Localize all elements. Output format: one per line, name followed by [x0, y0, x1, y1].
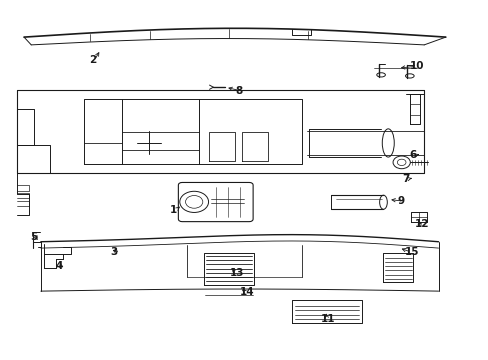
Text: 14: 14 — [239, 287, 254, 297]
Text: 2: 2 — [89, 55, 96, 65]
Text: 5: 5 — [30, 232, 38, 242]
Text: 10: 10 — [409, 62, 424, 71]
Text: 1: 1 — [170, 205, 177, 215]
Text: 12: 12 — [414, 219, 428, 229]
Text: 3: 3 — [110, 247, 117, 257]
Text: 6: 6 — [409, 150, 416, 160]
Text: 7: 7 — [402, 174, 409, 184]
Text: 4: 4 — [55, 261, 62, 271]
Text: 11: 11 — [321, 314, 335, 324]
Text: 13: 13 — [230, 268, 244, 278]
Text: 9: 9 — [397, 196, 404, 206]
Text: 8: 8 — [234, 86, 242, 96]
Text: 15: 15 — [404, 247, 419, 257]
